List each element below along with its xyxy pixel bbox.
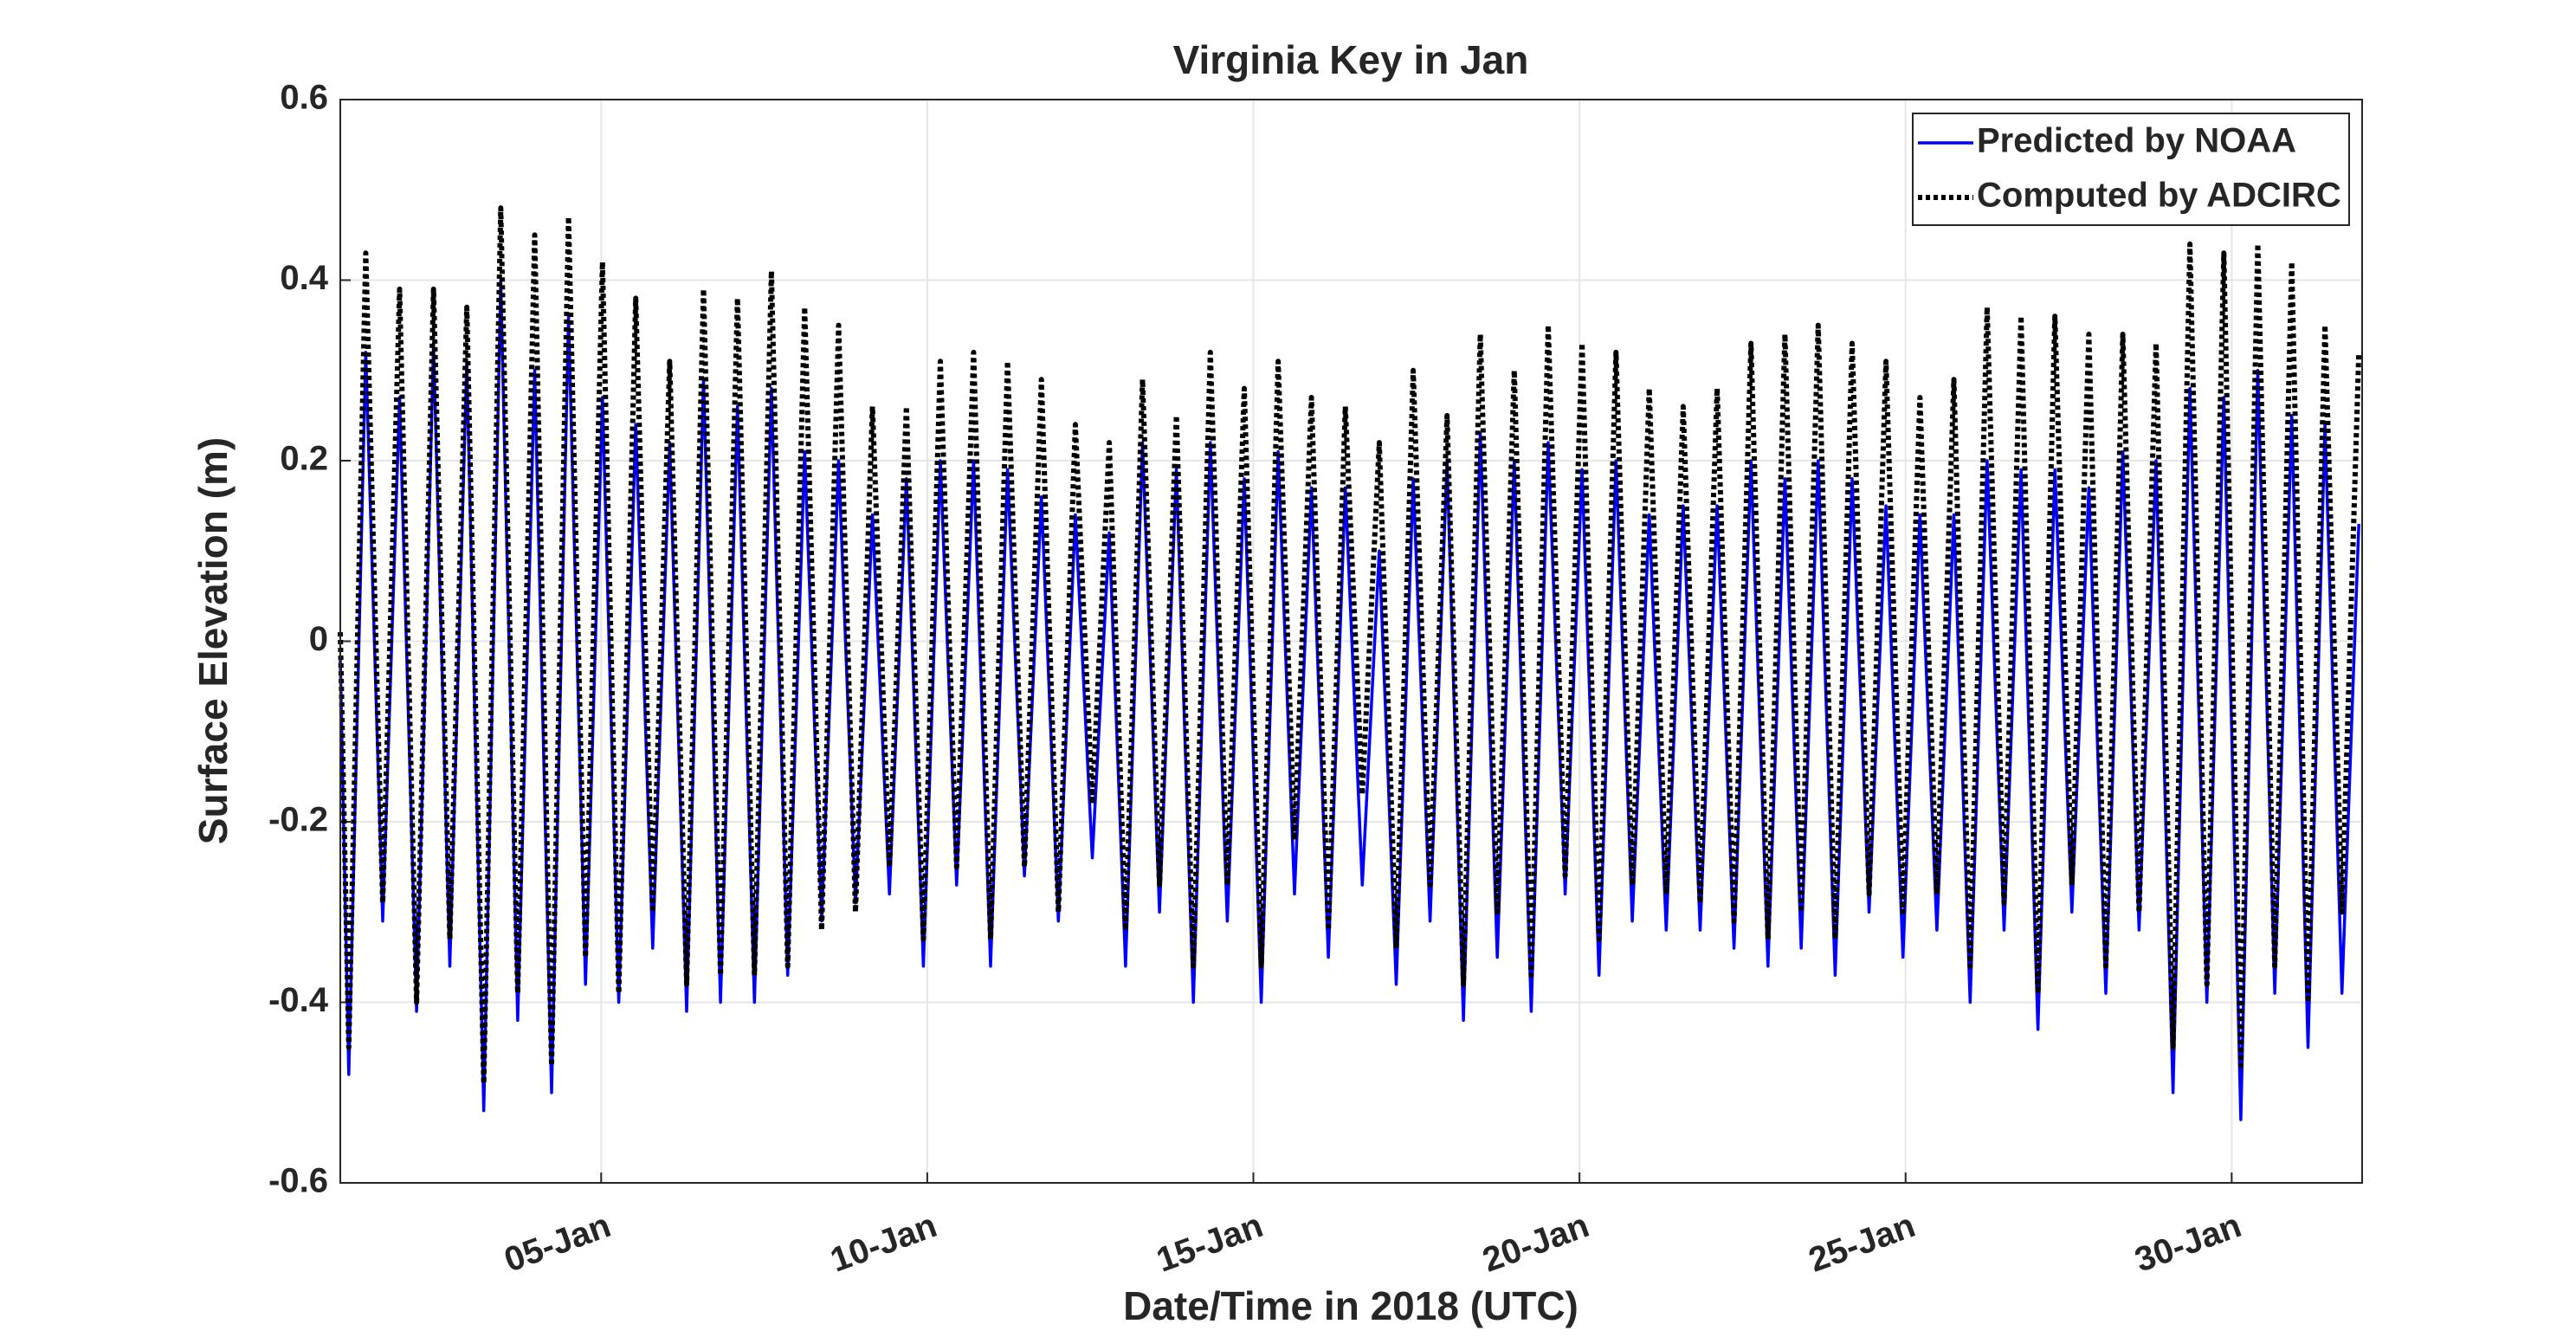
y-tick-label: 0.4 <box>280 259 328 297</box>
legend-label: Computed by ADCIRC <box>1977 177 2341 215</box>
legend-label: Predicted by NOAA <box>1977 122 2296 160</box>
x-tick-label: 25-Jan <box>1804 1206 1920 1280</box>
x-tick-label: 30-Jan <box>2130 1206 2246 1280</box>
y-tick-label: 0 <box>309 620 328 658</box>
y-axis-label: Surface Elevation (m) <box>190 437 236 844</box>
y-tick-label: 0.2 <box>280 440 328 478</box>
y-tick-label: -0.2 <box>268 801 328 839</box>
plot-frame <box>339 99 2363 1184</box>
x-tick-label: 05-Jan <box>500 1206 616 1280</box>
y-tick-label: -0.4 <box>268 981 329 1019</box>
data-line <box>338 205 2362 1087</box>
x-tick-label: 10-Jan <box>825 1206 941 1280</box>
y-tick-label: -0.6 <box>268 1162 328 1200</box>
x-tick-label: 15-Jan <box>1152 1206 1268 1280</box>
x-tick-label: 20-Jan <box>1478 1206 1594 1280</box>
chart-title: Virginia Key in Jan <box>1173 37 1529 82</box>
legend-box <box>1912 113 2350 226</box>
x-axis-label: Date/Time in 2018 (UTC) <box>1123 1283 1579 1328</box>
y-tick-label: 0.6 <box>280 79 328 117</box>
